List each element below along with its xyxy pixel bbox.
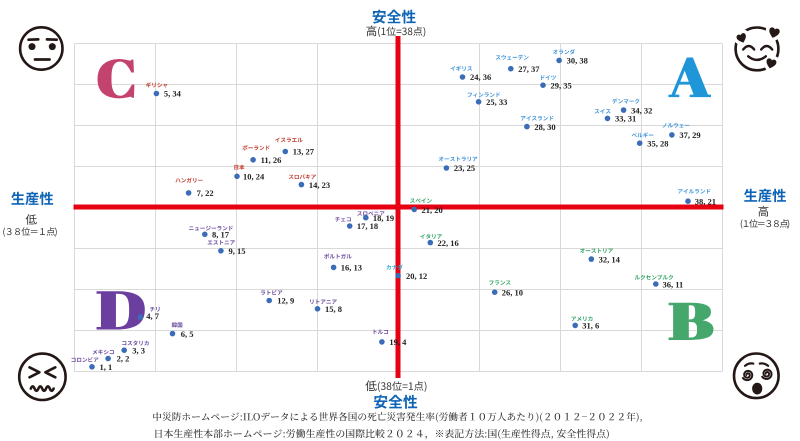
- svg-text:6, 5: 6, 5: [181, 329, 194, 339]
- svg-text:11, 26: 11, 26: [261, 155, 282, 165]
- svg-text:9, 15: 9, 15: [229, 246, 246, 256]
- svg-text:31, 6: 31, 6: [582, 321, 599, 331]
- svg-text:37, 29: 37, 29: [679, 130, 700, 140]
- svg-text:32, 14: 32, 14: [599, 254, 621, 264]
- svg-text:1, 1: 1, 1: [100, 362, 113, 372]
- svg-text:14, 23: 14, 23: [309, 180, 330, 190]
- svg-text:4, 7: 4, 7: [146, 311, 160, 321]
- svg-text:35, 28: 35, 28: [647, 138, 668, 148]
- svg-text:25, 33: 25, 33: [486, 97, 507, 107]
- svg-text:21, 20: 21, 20: [422, 205, 443, 215]
- svg-text:22, 16: 22, 16: [438, 238, 459, 248]
- svg-text:10, 24: 10, 24: [243, 172, 265, 182]
- svg-text:16, 13: 16, 13: [341, 263, 362, 273]
- svg-text:13, 27: 13, 27: [293, 147, 315, 157]
- svg-text:27, 37: 27, 37: [518, 64, 540, 74]
- svg-text:33, 31: 33, 31: [615, 114, 636, 124]
- svg-text:38, 21: 38, 21: [695, 196, 716, 206]
- svg-text:36, 11: 36, 11: [663, 279, 684, 289]
- svg-text:19, 4: 19, 4: [389, 337, 407, 347]
- svg-text:28, 30: 28, 30: [534, 122, 555, 132]
- svg-text:24, 36: 24, 36: [470, 72, 491, 82]
- svg-text:2, 2: 2, 2: [117, 354, 130, 364]
- svg-text:18, 19: 18, 19: [373, 213, 394, 223]
- svg-text:3, 3: 3, 3: [132, 345, 145, 355]
- svg-text:7, 22: 7, 22: [197, 188, 214, 198]
- svg-text:5, 34: 5, 34: [164, 89, 182, 99]
- svg-text:23, 25: 23, 25: [454, 163, 475, 173]
- svg-text:34, 32: 34, 32: [631, 105, 652, 115]
- svg-text:26, 10: 26, 10: [502, 288, 523, 298]
- svg-text:15, 8: 15, 8: [325, 304, 342, 314]
- svg-text:12, 9: 12, 9: [277, 296, 294, 306]
- svg-text:17, 18: 17, 18: [357, 221, 378, 231]
- svg-text:29, 35: 29, 35: [551, 80, 572, 90]
- svg-text:20, 12: 20, 12: [406, 271, 427, 281]
- svg-text:30, 38: 30, 38: [567, 56, 588, 66]
- svg-text:8, 17: 8, 17: [212, 230, 230, 240]
